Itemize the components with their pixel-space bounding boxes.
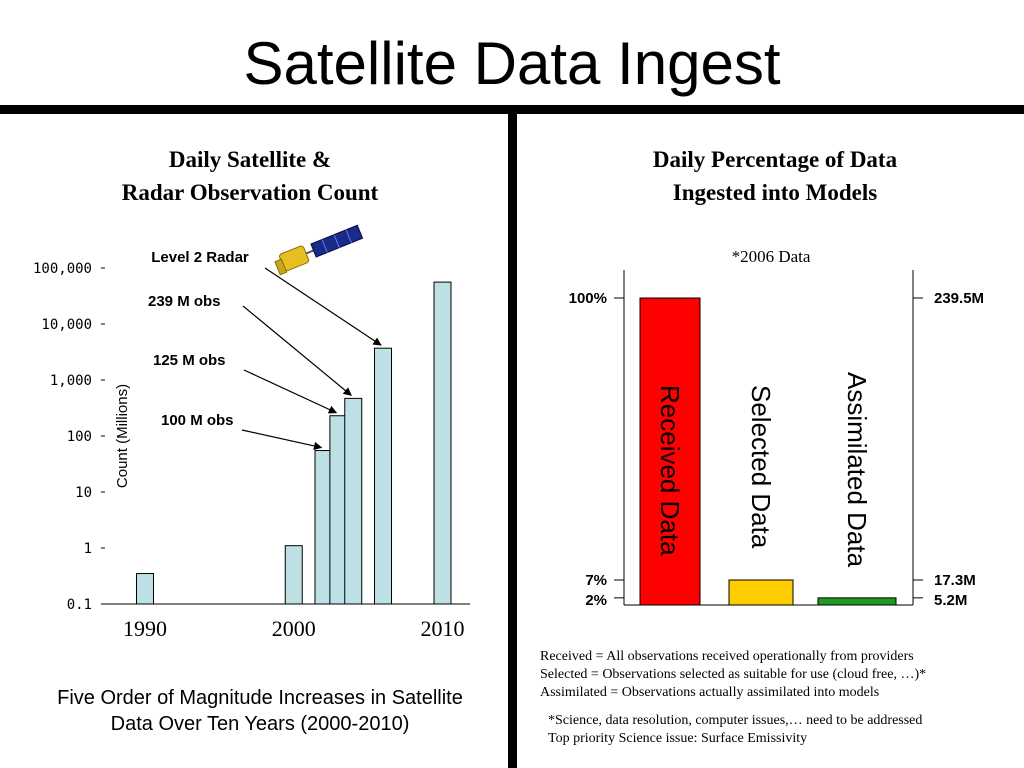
title-divider — [0, 105, 1024, 114]
y-axis-label: Count (Millions) — [114, 384, 131, 488]
left-chart-caption: Five Order of Magnitude Increases in Sat… — [20, 685, 500, 737]
observation-count-chart: 0.1 1 10 100 1,000 10,000 100,000 1990 2000 2010 C… — [33, 249, 470, 641]
right-chart-title-line1: Daily Percentage of Data — [652, 147, 898, 172]
panel-divider — [508, 114, 517, 768]
left-chart-title-line1: Daily Satellite & — [168, 147, 332, 172]
bar-label: Assimilated Data — [842, 372, 872, 568]
x-tick-label: 2000 — [272, 616, 316, 641]
right-tick-label: 17.3M — [934, 572, 976, 589]
definition-selected: Selected = Observations selected as suit… — [540, 667, 927, 682]
annotation-label: 125 M obs — [153, 352, 226, 369]
x-tick-label: 2010 — [421, 616, 465, 641]
left-tick-label: 7% — [585, 572, 607, 589]
y-tick-label: 0.1 — [67, 597, 92, 613]
annotation-arrow — [241, 429, 323, 451]
right-tick-label: 5.2M — [934, 592, 967, 609]
bar — [136, 573, 154, 605]
annotation-label: 100 M obs — [161, 412, 234, 429]
satellite-icon — [274, 224, 364, 276]
right-chart-title-line2: Ingested into Models — [672, 180, 878, 205]
bar — [433, 281, 452, 605]
left-tick-label: 100% — [569, 290, 607, 307]
bar — [728, 579, 794, 606]
left-tick-label: 2% — [585, 592, 607, 609]
chart-subtitle: *2006 Data — [732, 247, 811, 266]
y-tick-label: 10 — [75, 485, 92, 501]
y-tick-label: 1 — [84, 541, 92, 557]
bar — [639, 297, 701, 606]
bar-label: Selected Data — [746, 385, 776, 549]
y-tick-label: 100 — [67, 429, 92, 445]
y-tick-label: 10,000 — [41, 317, 92, 333]
definitions-block: Received = All observations received ope… — [540, 648, 1020, 702]
annotation-arrow — [243, 369, 338, 414]
notes-block: *Science, data resolution, computer issu… — [548, 712, 1018, 748]
annotation-arrow — [242, 305, 352, 396]
y-tick-label: 1,000 — [50, 373, 92, 389]
left-chart-title-line2: Radar Observation Count — [121, 180, 379, 205]
definition-assimilated: Assimilated = Observations actually assi… — [540, 685, 880, 700]
ingest-percentage-chart: *2006 Data 100% 7% 2% 239.5M 17.3M 5.2M Receive… — [569, 247, 984, 609]
y-tick-label: 100,000 — [33, 261, 92, 277]
bar — [344, 397, 363, 605]
bar — [284, 545, 303, 605]
bar-label: Received Data — [655, 385, 685, 556]
right-tick-label: 239.5M — [934, 290, 984, 307]
note-science-issues: *Science, data resolution, computer issu… — [548, 713, 923, 728]
right-chart-title: Daily Percentage of Data Ingested into M… — [560, 143, 990, 209]
slide-title: Satellite Data Ingest — [243, 30, 781, 97]
annotation-label: 239 M obs — [148, 293, 221, 310]
bar — [817, 597, 897, 606]
annotation-label: Level 2 Radar — [151, 249, 249, 266]
note-top-priority: Top priority Science issue: Surface Emis… — [548, 731, 808, 746]
annotation-arrow — [264, 267, 382, 346]
x-tick-label: 1990 — [123, 616, 167, 641]
definition-received: Received = All observations received ope… — [540, 649, 914, 664]
left-chart-title: Daily Satellite & Radar Observation Coun… — [40, 143, 460, 209]
caption-line1: Five Order of Magnitude Increases in Sat… — [57, 687, 463, 709]
caption-line2: Data Over Ten Years (2000-2010) — [110, 713, 410, 735]
bar — [374, 347, 392, 605]
